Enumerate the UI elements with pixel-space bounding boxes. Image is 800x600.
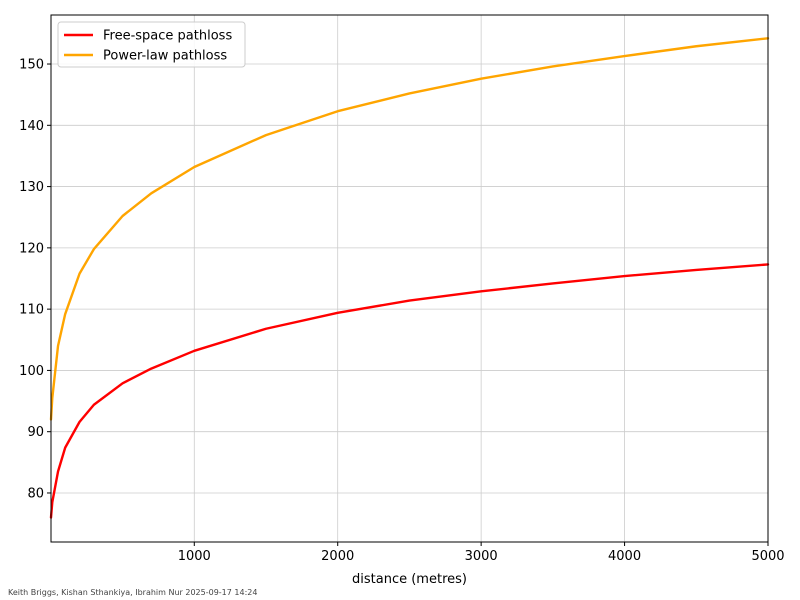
y-tick-label: 120 <box>19 241 44 256</box>
x-tick-label: 5000 <box>751 549 784 564</box>
y-tick-label: 150 <box>19 58 44 73</box>
series-line-power-law-pathloss <box>49 37 770 421</box>
y-tick-label: 130 <box>19 180 44 195</box>
x-tick-label: 4000 <box>608 549 641 564</box>
plot-frame <box>50 14 769 543</box>
series-line-free-space-pathloss <box>49 263 770 519</box>
legend-box <box>57 21 246 68</box>
y-tick-label: 100 <box>19 364 44 379</box>
y-tick-label: 80 <box>27 486 44 501</box>
legend: Free-space pathloss Power-law pathloss <box>57 21 246 68</box>
x-tick-label: 3000 <box>465 549 498 564</box>
series-layer <box>49 37 770 519</box>
credit-text: Keith Briggs, Kishan Sthankiya, Ibrahim … <box>8 588 258 597</box>
legend-label: Free-space pathloss <box>103 29 232 44</box>
x-axis-label: distance (metres) <box>352 572 467 587</box>
y-tick-label: 110 <box>19 303 44 318</box>
x-axis: 1000 2000 3000 4000 5000 <box>178 542 785 564</box>
y-axis: 80 90 100 110 120 130 140 150 <box>19 58 51 501</box>
legend-label: Power-law pathloss <box>103 49 227 64</box>
x-tick-label: 1000 <box>178 549 211 564</box>
y-tick-label: 140 <box>19 119 44 134</box>
x-tick-label: 2000 <box>321 549 354 564</box>
y-tick-label: 90 <box>27 425 44 440</box>
